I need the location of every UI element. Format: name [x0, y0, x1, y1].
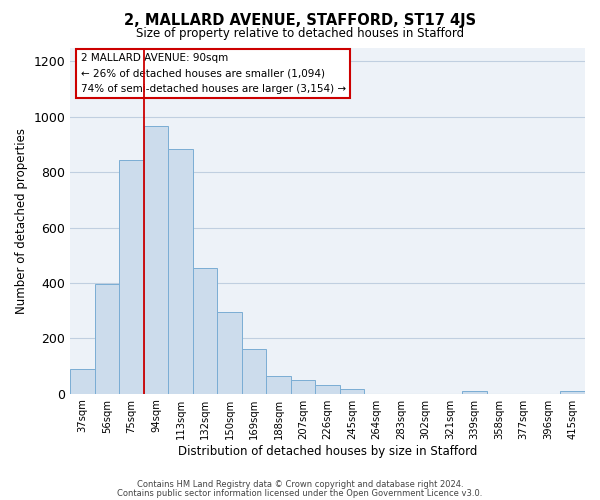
Text: Contains HM Land Registry data © Crown copyright and database right 2024.: Contains HM Land Registry data © Crown c… [137, 480, 463, 489]
Bar [95, 284, 119, 394]
Text: Contains public sector information licensed under the Open Government Licence v3: Contains public sector information licen… [118, 488, 482, 498]
Bar [144, 126, 169, 394]
Bar [242, 350, 266, 394]
Bar [217, 312, 242, 394]
Bar [266, 376, 291, 394]
Bar [70, 369, 95, 394]
Text: 2, MALLARD AVENUE, STAFFORD, ST17 4JS: 2, MALLARD AVENUE, STAFFORD, ST17 4JS [124, 12, 476, 28]
Bar [193, 268, 217, 394]
Text: 2 MALLARD AVENUE: 90sqm
← 26% of detached houses are smaller (1,094)
74% of semi: 2 MALLARD AVENUE: 90sqm ← 26% of detache… [80, 52, 346, 94]
Bar [291, 380, 316, 394]
Text: Size of property relative to detached houses in Stafford: Size of property relative to detached ho… [136, 28, 464, 40]
Bar [340, 388, 364, 394]
X-axis label: Distribution of detached houses by size in Stafford: Distribution of detached houses by size … [178, 444, 478, 458]
Y-axis label: Number of detached properties: Number of detached properties [15, 128, 28, 314]
Bar [560, 391, 585, 394]
Bar [463, 391, 487, 394]
Bar [119, 160, 144, 394]
Bar [169, 148, 193, 394]
Bar [316, 386, 340, 394]
